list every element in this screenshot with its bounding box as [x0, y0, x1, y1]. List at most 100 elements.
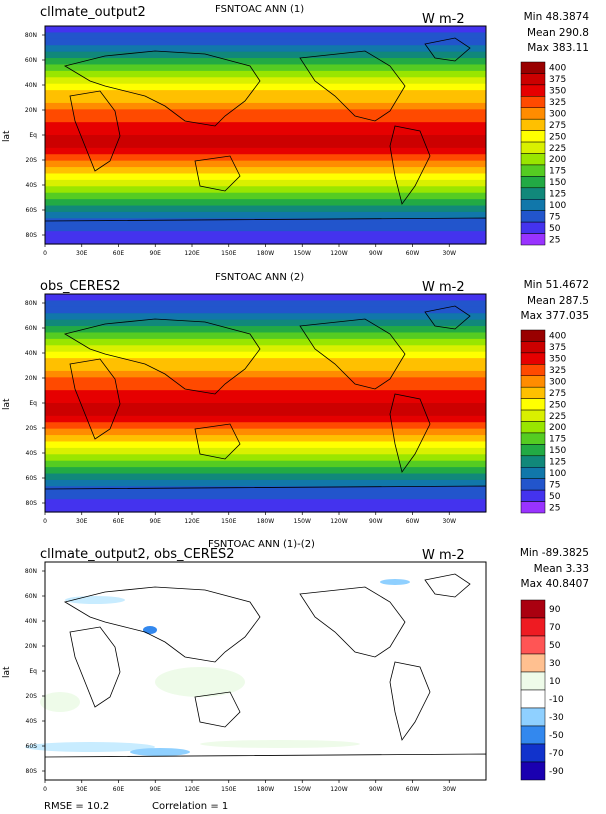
continent-outline: [424, 37, 471, 62]
colorbar-label: -90: [549, 767, 564, 777]
colorbar-swatch: [520, 432, 546, 445]
field-band: [45, 58, 486, 66]
lon-tick-label: 60E: [113, 518, 125, 525]
lon-tick-label: 90W: [369, 518, 383, 525]
colorbar-label: 350: [549, 87, 566, 97]
field-band: [45, 409, 486, 417]
field-band: [45, 435, 486, 443]
lat-tick-label: 80N: [25, 300, 37, 307]
colorbar-label: 225: [549, 144, 566, 154]
colorbar-swatch: [520, 199, 546, 211]
correlation-label: Correlation = 1: [152, 801, 229, 812]
lon-tick-label: 150E: [221, 250, 236, 257]
lon-tick-label: 120E: [184, 786, 199, 793]
colorbar-swatch: [520, 725, 546, 745]
lat-tick-label: 80S: [26, 232, 38, 239]
continent-outline: [194, 691, 241, 728]
colorbar-swatch: [520, 599, 546, 619]
lon-tick-label: 120E: [184, 250, 199, 257]
units-label: W m-2: [422, 548, 465, 563]
lon-tick-label: 120W: [330, 250, 347, 257]
field-band: [45, 70, 486, 78]
lat-tick-label: 20S: [26, 425, 38, 432]
field-band: [45, 294, 486, 302]
colorbar-label: 250: [549, 132, 566, 142]
lat-tick-label: 60S: [26, 743, 38, 750]
colorbar-swatch: [520, 617, 546, 637]
field-band: [45, 447, 486, 455]
anomaly-patch: [155, 667, 245, 697]
colorbar-label: 400: [549, 64, 566, 74]
stat-mean: Mean 290.8: [526, 27, 589, 39]
colorbar-swatch: [520, 233, 546, 246]
field-band: [45, 51, 486, 59]
field-band: [45, 358, 486, 366]
colorbar-label: 10: [549, 677, 561, 687]
colorbar-label: 50: [549, 492, 561, 502]
colorbar-swatch: [520, 489, 546, 502]
colorbar-label: 275: [549, 121, 566, 131]
map-plot: 80N 60N 40N 20N Eq 20S 40S 60S 80S 0 30E 60E 90E 120…: [25, 561, 564, 793]
field-band: [45, 96, 486, 104]
anomaly-patch: [380, 579, 410, 585]
field-band: [45, 211, 486, 219]
continent-outline: [389, 393, 431, 473]
field-band: [45, 364, 486, 372]
field-band: [45, 173, 486, 181]
colorbar-label: 350: [549, 355, 566, 365]
colorbar-label: 400: [549, 332, 566, 342]
map-field: [45, 294, 486, 513]
field-band: [45, 141, 486, 149]
lon-tick-label: 30W: [442, 250, 456, 257]
colorbar-swatch: [520, 329, 546, 342]
lat-tick-label: 60N: [25, 593, 37, 600]
colorbar-label: 50: [549, 641, 561, 651]
field-band: [45, 441, 486, 449]
field-band: [45, 396, 486, 404]
field-band: [45, 306, 486, 314]
lat-tick-label: 20S: [26, 693, 38, 700]
field-band: [45, 218, 486, 226]
lon-tick-label: 90E: [150, 250, 162, 257]
continent-outline: [63, 318, 261, 395]
field-band: [45, 499, 486, 507]
stat-max: Max 40.8407: [520, 578, 589, 590]
field-band: [45, 192, 486, 200]
lon-tick-label: 0: [43, 786, 47, 793]
field-band: [45, 370, 486, 378]
colorbar-swatch: [520, 164, 546, 177]
lon-tick-label: 180W: [257, 786, 274, 793]
lon-tick-label: 60E: [113, 250, 125, 257]
colorbar-swatch: [520, 689, 546, 709]
field-band: [45, 338, 486, 346]
stat-mean: Mean 287.5: [526, 295, 589, 307]
colorbar-label: -50: [549, 731, 564, 741]
lat-tick-label: Eq: [29, 400, 37, 407]
colorbar-label: 200: [549, 155, 566, 165]
colorbar-label: 300: [549, 377, 566, 387]
continent-outline: [63, 586, 261, 663]
lat-tick-label: 80N: [25, 32, 37, 39]
colorbar-swatch: [520, 635, 546, 655]
field-band: [45, 128, 486, 136]
field-band: [45, 147, 486, 155]
colorbar-label: 25: [549, 503, 560, 513]
lon-tick-label: 30W: [442, 786, 456, 793]
colorbar-swatch: [520, 455, 546, 468]
map-field: [45, 26, 486, 245]
map-field: [25, 562, 486, 780]
continent-outline: [424, 573, 471, 598]
colorbar-label: 75: [549, 212, 560, 222]
field-band: [45, 326, 486, 334]
lon-ticks: 0 30E 60E 90E 120E 150E 180W 150W 120W 90W 60W 30W: [43, 512, 456, 525]
lat-ticks: 80N 60N 40N 20N Eq 20S 40S 60S 80S: [25, 300, 45, 507]
case-name: obs_CERES2: [40, 279, 121, 294]
colorbar-label: 225: [549, 412, 566, 422]
colorbar-swatch: [520, 341, 546, 354]
field-band: [45, 231, 486, 239]
lon-tick-label: 90E: [150, 518, 162, 525]
case-name: cllmate_output2, obs_CERES2: [40, 547, 235, 562]
plot-title: FSNTOAC ANN (1): [215, 4, 305, 15]
continent-outline: [389, 661, 431, 741]
